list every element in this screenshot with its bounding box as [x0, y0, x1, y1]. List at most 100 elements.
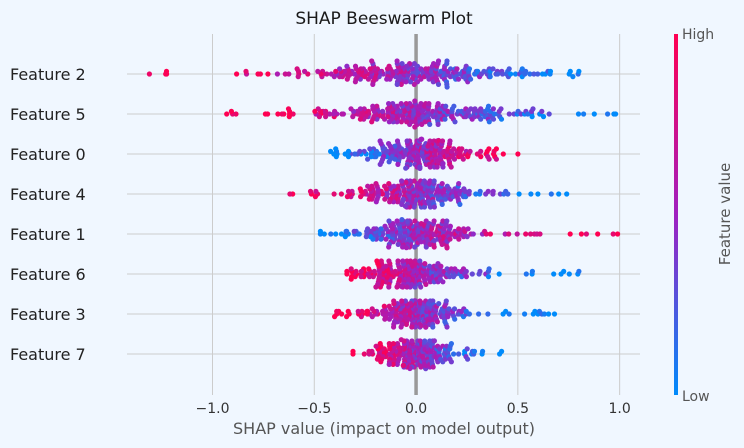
feature-label: Feature 5 — [10, 105, 86, 124]
data-point — [287, 191, 293, 197]
data-point — [443, 103, 449, 109]
feature-label: Feature 4 — [10, 185, 86, 204]
data-point — [500, 151, 506, 157]
data-point — [506, 66, 512, 72]
data-point — [352, 63, 359, 69]
data-point — [595, 231, 601, 237]
data-point — [328, 231, 334, 237]
data-point — [512, 71, 519, 77]
data-point — [468, 106, 474, 112]
data-point — [576, 268, 582, 274]
data-point — [483, 231, 489, 237]
data-point — [475, 68, 481, 74]
data-point — [352, 79, 358, 85]
data-point — [466, 311, 472, 317]
data-point — [478, 148, 484, 154]
data-point — [551, 271, 557, 277]
data-point — [334, 308, 340, 314]
data-point — [443, 298, 449, 304]
data-point — [394, 138, 401, 144]
data-point — [486, 156, 492, 162]
data-point — [490, 116, 497, 122]
data-point — [456, 351, 462, 357]
data-point — [466, 66, 473, 72]
data-point — [440, 160, 446, 167]
data-point — [317, 228, 323, 234]
data-point — [399, 298, 405, 304]
data-point — [446, 306, 452, 312]
data-point — [403, 165, 409, 171]
data-point — [294, 66, 300, 72]
data-point — [439, 181, 445, 187]
data-point — [427, 121, 433, 127]
data-point — [508, 71, 514, 77]
data-point — [366, 196, 372, 202]
data-point — [427, 138, 433, 144]
data-point — [495, 71, 501, 77]
data-point — [529, 114, 535, 120]
data-point — [386, 141, 392, 147]
data-point — [422, 261, 428, 267]
data-point — [610, 231, 616, 237]
data-point — [386, 303, 392, 309]
data-point — [337, 66, 343, 72]
data-point — [613, 111, 619, 117]
data-point — [431, 178, 437, 184]
data-point — [605, 111, 611, 117]
data-point — [430, 324, 436, 330]
data-point — [422, 338, 428, 344]
data-point — [398, 101, 404, 107]
data-point — [506, 311, 512, 317]
data-point — [224, 111, 230, 117]
data-point — [516, 191, 522, 197]
data-point — [447, 236, 453, 242]
data-point — [243, 68, 249, 74]
data-point — [358, 274, 364, 280]
data-point — [352, 151, 358, 157]
data-point — [451, 103, 457, 109]
data-point — [279, 111, 285, 117]
data-point — [496, 271, 502, 277]
data-point — [451, 306, 458, 312]
data-point — [566, 271, 572, 277]
data-point — [411, 61, 417, 67]
data-point — [366, 266, 372, 272]
data-point — [328, 71, 334, 77]
data-point — [307, 188, 314, 194]
data-point — [567, 231, 573, 237]
data-point — [409, 338, 415, 344]
data-point — [411, 204, 417, 210]
data-point — [384, 66, 391, 72]
data-point — [444, 58, 450, 64]
data-point — [365, 76, 371, 82]
data-point — [262, 111, 268, 117]
data-point — [473, 191, 479, 197]
data-point — [386, 119, 392, 125]
data-point — [427, 164, 433, 170]
data-point — [435, 81, 442, 87]
data-point — [146, 71, 152, 77]
data-point — [321, 231, 327, 237]
data-point — [591, 111, 597, 117]
data-point — [350, 114, 356, 120]
data-point — [382, 223, 388, 229]
data-point — [255, 71, 261, 77]
data-point — [302, 68, 308, 74]
data-point — [418, 76, 424, 82]
x-tick-label: 1.0 — [609, 401, 631, 417]
data-point — [498, 116, 505, 122]
data-point — [338, 191, 344, 197]
data-point — [331, 191, 337, 197]
data-point — [400, 362, 406, 369]
data-point — [583, 231, 590, 237]
data-point — [370, 103, 376, 109]
data-point — [525, 111, 531, 117]
data-point — [404, 218, 410, 225]
data-point — [499, 348, 505, 354]
data-point — [447, 223, 453, 229]
data-point — [535, 71, 541, 77]
data-point — [467, 148, 473, 154]
data-point — [374, 356, 380, 362]
data-point — [412, 98, 418, 104]
